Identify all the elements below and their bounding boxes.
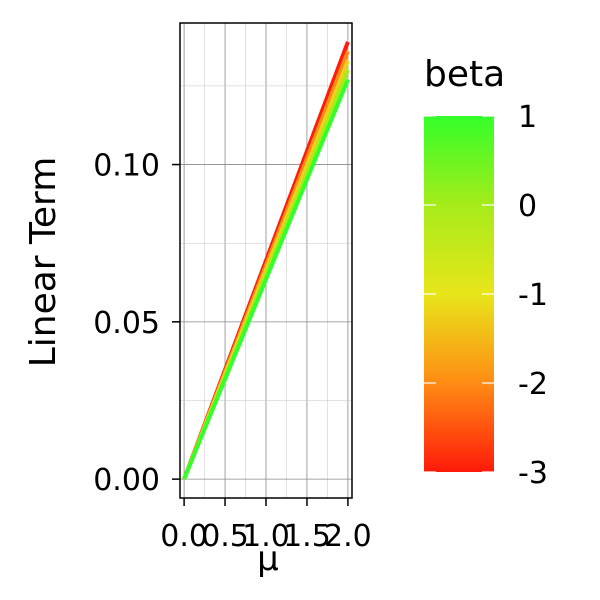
- series-lines: [182, 41, 350, 480]
- x-tick-label: 0.0: [160, 519, 208, 554]
- colorbar-tick-label: -3: [518, 456, 548, 491]
- x-tick-label: 1.5: [283, 519, 331, 554]
- series-line: [182, 78, 350, 480]
- y-tick-label: 0.00: [93, 463, 160, 498]
- y-tick-label: 0.05: [93, 306, 160, 341]
- x-axis: 0.00.51.01.52.0: [160, 498, 372, 554]
- colorbar-tick-label: 1: [518, 100, 537, 135]
- x-tick-label: 1.0: [242, 519, 290, 554]
- y-axis: 0.00 0.05 0.10: [93, 149, 180, 498]
- colorbar-tick-label: -1: [518, 278, 548, 313]
- y-tick-label: 0.10: [93, 149, 160, 184]
- y-axis-label: Linear Term: [23, 157, 64, 368]
- x-tick-label: 0.5: [201, 519, 249, 554]
- colorbar-ticks: 1 0 -1 -2 -3: [424, 100, 548, 491]
- colorbar-tick-label: -2: [518, 367, 548, 402]
- colorbar-title: beta: [424, 54, 505, 95]
- colorbar-tick-label: 0: [518, 189, 537, 224]
- x-tick-label: 2.0: [324, 519, 372, 554]
- x-axis-label: μ: [257, 539, 279, 579]
